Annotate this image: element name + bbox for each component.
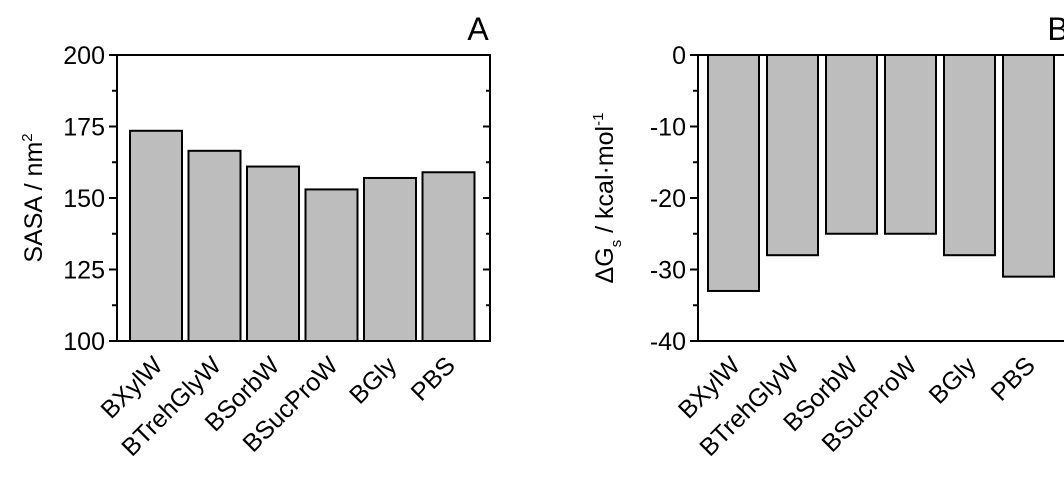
bar-bxylw [129, 129, 183, 342]
y-tick-label: -40 [650, 328, 686, 356]
bar-pbs [1002, 54, 1055, 278]
panel-a-y-axis-title-sup: 2 [19, 133, 36, 141]
y-tick-label: 150 [63, 185, 105, 213]
x-tick-label-pbs: PBS [406, 351, 461, 406]
panel-a-letter: A [467, 11, 489, 47]
bar-bsucprow [304, 188, 359, 342]
bar-bsorbw [825, 54, 878, 235]
y-tick-label: 0 [672, 42, 686, 70]
panel-b-y-axis-title-sup: -1 [590, 113, 607, 126]
panel-b-y-axis-title-sub: s [608, 240, 625, 248]
bar-btrehglyw [766, 54, 819, 257]
y-tick-label: -20 [650, 185, 686, 213]
x-tick-label-bgly: BGly [924, 351, 982, 409]
bar-bsucprow [884, 54, 937, 235]
panel-b-y-axis-title: ΔGs / kcal·mol-1 [590, 113, 625, 284]
panel-b: 0-10-20-30-40 BXylWBTrehGlyWBSorbWBSucPr… [590, 11, 1064, 462]
y-tick-label: 175 [63, 114, 105, 142]
bar-bgly [363, 176, 417, 342]
panel-b-y-axis-title-rest: / kcal·mol [591, 126, 619, 240]
y-tick-label: -30 [650, 257, 686, 285]
y-tick-label: 200 [63, 42, 105, 70]
x-tick-label-pbs: PBS [986, 351, 1041, 406]
bar-bsorbw [246, 165, 300, 342]
bar-pbs [421, 171, 476, 342]
y-tick-label: -10 [650, 114, 686, 142]
panel-b-y-axis-title-delta: ΔG [591, 247, 619, 283]
bar-bgly [943, 54, 996, 257]
panel-a-y-axis-title-main: SASA / nm [20, 142, 48, 263]
panel-b-letter: B [1047, 11, 1064, 47]
x-tick-label-bgly: BGly [344, 351, 402, 409]
y-tick-label: 125 [63, 257, 105, 285]
y-tick-label: 100 [63, 328, 105, 356]
bar-bxylw [707, 54, 760, 292]
panel-a-y-axis-title: SASA / nm2 [19, 133, 48, 262]
bar-btrehglyw [187, 149, 242, 342]
